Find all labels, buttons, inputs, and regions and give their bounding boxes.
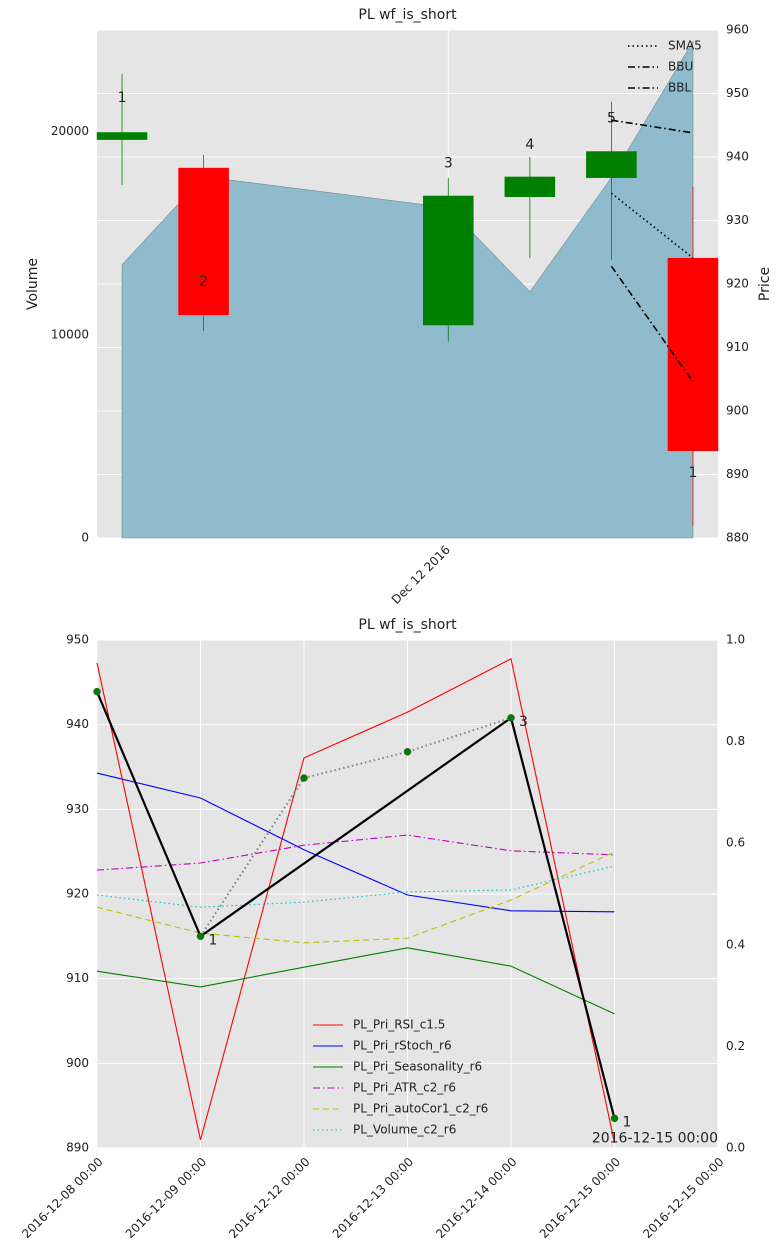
- annotation: 4: [525, 137, 534, 153]
- annotation: 3: [444, 155, 453, 171]
- y2-tick-label: 920: [726, 277, 749, 291]
- legend-label: PL_Pri_ATR_c2_r6: [353, 1081, 456, 1095]
- marker: [93, 687, 101, 696]
- annotation: 2016-12-15 00:00: [592, 1131, 718, 1147]
- y-tick-label: 950: [66, 633, 89, 647]
- y2-tick-label: 0.0: [726, 1141, 745, 1155]
- y2-tick-label: 950: [726, 86, 749, 100]
- legend-label: PL_Pri_autoCor1_c2_r6: [353, 1102, 488, 1116]
- marker: [196, 932, 205, 941]
- candle-body: [586, 151, 637, 178]
- legend-label: PL_Pri_RSI_c1.5: [353, 1018, 445, 1032]
- annotation: 1: [118, 90, 127, 106]
- x-tick-label: Dec 12 2016: [389, 543, 453, 607]
- y-tick-label: 890: [66, 1141, 89, 1155]
- y2-tick-label: 890: [726, 467, 749, 481]
- chart-title: PL wf_is_short: [358, 7, 457, 23]
- y2-tick-label: 930: [726, 213, 749, 227]
- y2-tick-label: 1.0: [726, 633, 745, 647]
- x-tick-label: 2016-12-12 00:00: [226, 1155, 312, 1241]
- legend-label: PL_Pri_rStoch_r6: [353, 1039, 452, 1053]
- legend-label: PL_Pri_Seasonality_r6: [353, 1060, 482, 1074]
- y-tick-label: 20000: [51, 124, 89, 138]
- y2-tick-label: 0.4: [726, 937, 745, 951]
- x-tick-label: 2016-12-13 00:00: [330, 1155, 416, 1241]
- y-tick-label: 940: [66, 717, 89, 731]
- chart-title: PL wf_is_short: [358, 617, 457, 633]
- y2-tick-label: 910: [726, 340, 749, 354]
- legend-label: BBL: [668, 81, 691, 95]
- x-tick-label: 2016-12-15 00:00: [640, 1155, 726, 1241]
- y2-tick-label: 900: [726, 404, 749, 418]
- series-line: [199, 716, 512, 937]
- annotation: 3: [519, 714, 528, 730]
- y2-axis-label: Price: [757, 267, 773, 301]
- y-tick-label: 900: [66, 1056, 89, 1070]
- x-tick-label: 2016-12-09 00:00: [123, 1155, 209, 1241]
- candle-body: [96, 132, 148, 140]
- y2-tick-label: 960: [726, 23, 749, 37]
- series-line: [96, 865, 615, 908]
- overlay-line: [610, 192, 694, 259]
- marker: [507, 714, 515, 722]
- annotation: 5: [607, 110, 616, 126]
- series-line: [96, 772, 615, 913]
- series-line: [96, 947, 615, 1015]
- annotation: 1: [623, 1114, 632, 1130]
- candle-body: [667, 257, 719, 452]
- y-tick-label: 10000: [51, 327, 89, 341]
- legend-label: PL_Volume_c2_r6: [353, 1123, 456, 1137]
- overlay-line: [611, 119, 694, 134]
- y-tick-label: 910: [66, 971, 89, 985]
- y2-tick-label: 880: [726, 531, 749, 545]
- candle-body: [178, 167, 229, 316]
- x-tick-label: 2016-12-15 00:00: [537, 1155, 623, 1241]
- x-tick-label: 2016-12-08 00:00: [19, 1155, 105, 1241]
- marker: [300, 774, 308, 782]
- annotation: 2: [199, 274, 208, 290]
- annotation: 1: [209, 932, 218, 948]
- y2-tick-label: 0.2: [726, 1039, 745, 1053]
- y-tick-label: 0: [81, 531, 89, 545]
- candle-body: [422, 195, 474, 326]
- y-tick-label: 920: [66, 887, 89, 901]
- y-axis-label: Volume: [25, 258, 41, 310]
- annotation: 1: [689, 465, 698, 481]
- series-line: [96, 851, 615, 944]
- y-tick-label: 930: [66, 802, 89, 816]
- legend-label: BBU: [668, 60, 693, 74]
- y2-tick-label: 940: [726, 150, 749, 164]
- legend-label: SMA5: [668, 39, 702, 53]
- x-tick-label: 2016-12-14 00:00: [433, 1155, 519, 1241]
- marker: [403, 748, 412, 756]
- overlay-line: [610, 265, 694, 383]
- series-line: [96, 657, 616, 1144]
- marker: [610, 1114, 619, 1123]
- series-line: [95, 691, 616, 1119]
- y2-tick-label: 0.8: [726, 734, 745, 748]
- candle-body: [504, 176, 556, 198]
- y2-tick-label: 0.6: [726, 836, 745, 850]
